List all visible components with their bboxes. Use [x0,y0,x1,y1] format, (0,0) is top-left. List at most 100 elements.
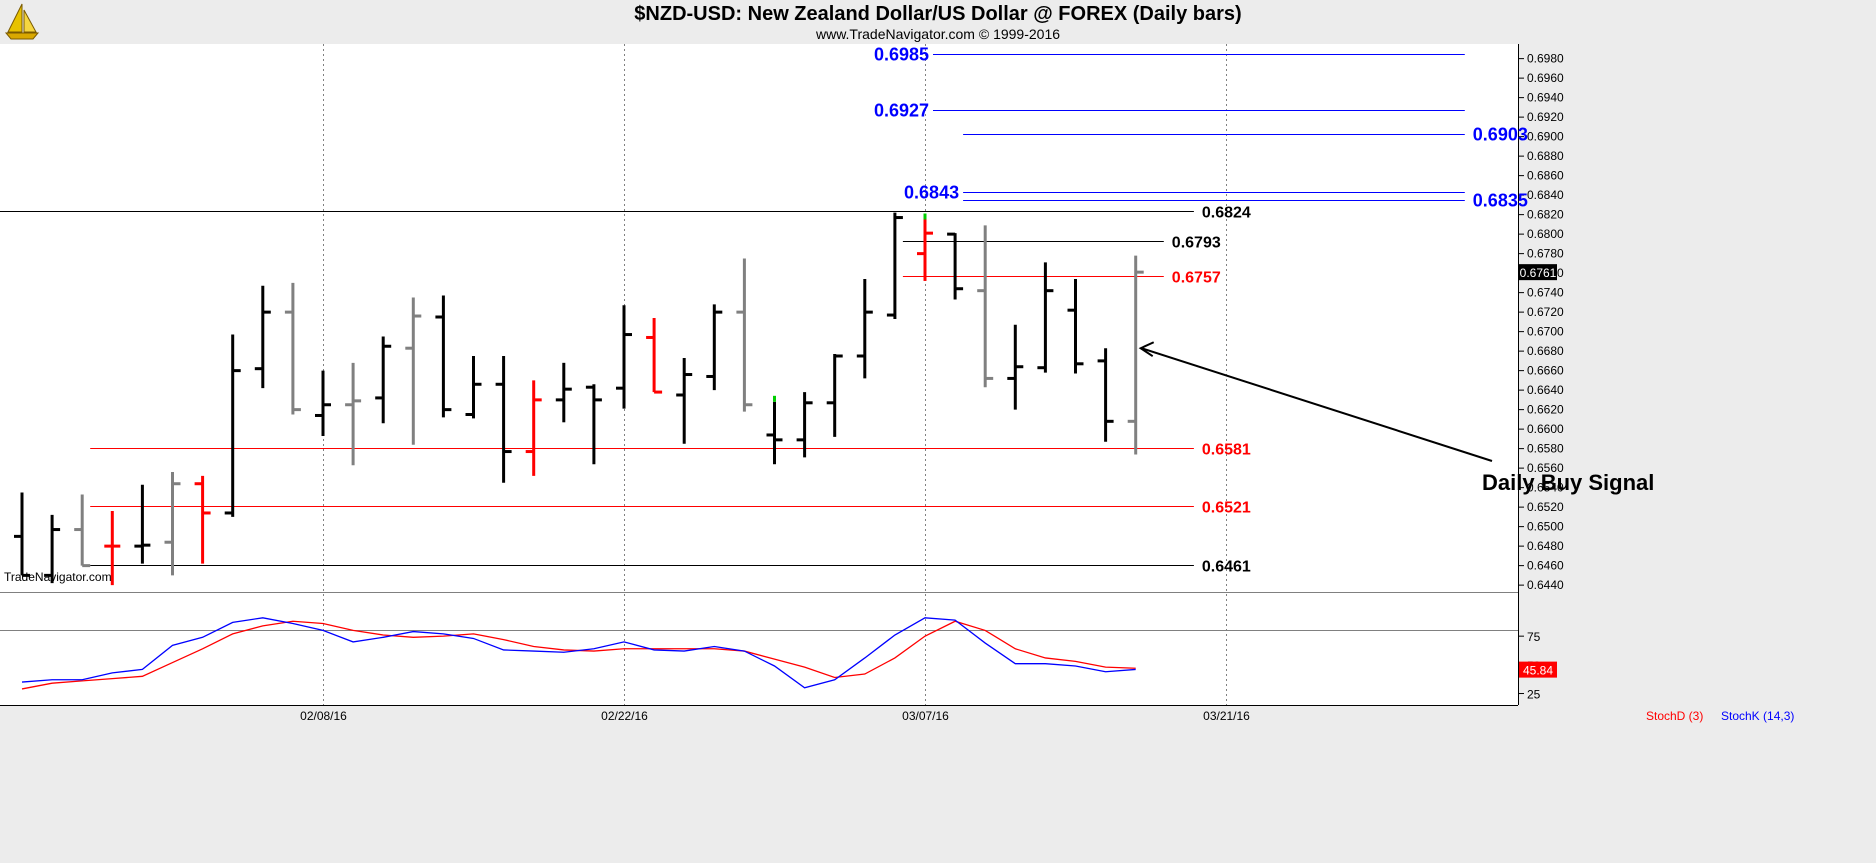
legend-stochk: StochK (14,3) [1721,709,1794,723]
copyright-text: www.TradeNavigator.com © 1999-2016 [815,26,1061,42]
price-tick-label: 0.6640 [1527,383,1564,397]
price-tick-label: 0.6460 [1527,559,1564,573]
ohlc-bar [1127,255,1144,455]
ohlc-bar [134,484,151,564]
ohlc-bar [1097,348,1114,442]
stoch-last-value: 45.84 [1523,664,1553,678]
price-tick-label: 0.6820 [1527,208,1564,222]
price-tick-label: 0.6660 [1527,364,1564,378]
price-tick-label: 0.6960 [1527,71,1564,85]
ohlc-bar [706,304,723,391]
level-label-0.6521: 0.6521 [1202,500,1251,517]
date-tick-label: 02/08/16 [300,709,347,723]
price-tick-label: 0.6920 [1527,110,1564,124]
price-tick-label: 0.6620 [1527,403,1564,417]
ohlc-bar [766,401,783,465]
price-tick-label: 0.6840 [1527,188,1564,202]
price-pane [0,44,1518,590]
ohlc-bar [44,514,61,584]
level-label-0.6757: 0.6757 [1172,270,1221,287]
ohlc-bar [826,354,843,437]
price-tick-label: 0.6580 [1527,442,1564,456]
level-label-0.6843: 0.6843 [904,183,959,203]
ohlc-bar [947,232,964,300]
level-label-0.6903: 0.6903 [1473,125,1528,145]
ohlc-bar [1037,262,1054,373]
price-tick-label: 0.6860 [1527,169,1564,183]
ohlc-bar [224,334,241,517]
last-price-badge [1519,264,1557,281]
level-label-0.6581: 0.6581 [1202,442,1251,459]
date-axis-background [0,705,1518,863]
ohlc-bar [405,297,422,445]
price-tick-label: 0.6680 [1527,344,1564,358]
ohlc-bar [555,362,572,423]
chart-title: $NZD-USD: New Zealand Dollar/US Dollar @… [634,3,1242,25]
price-tick-label: 0.6980 [1527,52,1564,66]
legend-stochd: StochD (3) [1646,709,1703,723]
ohlc-bar [796,392,813,458]
ohlc-bar [977,225,994,388]
level-label-0.6985: 0.6985 [874,45,929,65]
price-tick-label: 0.6540 [1527,481,1564,495]
price-tick-label: 0.6500 [1527,520,1564,534]
price-tick-label: 0.6800 [1527,227,1564,241]
level-label-0.6793: 0.6793 [1172,235,1221,252]
price-tick-label: 0.6700 [1527,325,1564,339]
chart-header: $NZD-USD: New Zealand Dollar/US Dollar @… [0,0,1876,44]
watermark-text: TradeNavigator.com [4,570,112,584]
date-tick-label: 03/07/16 [902,709,949,723]
ohlc-bar [345,362,362,466]
axis-background [1518,44,1876,863]
price-tick-label: 0.6780 [1527,247,1564,261]
ohlc-bar [525,380,542,476]
level-label-0.6824: 0.6824 [1202,205,1251,222]
last-price-value: 0.6761 [1520,266,1557,280]
buy-signal-arrow-line [1141,347,1493,462]
buy-signal-arrow-head [1138,341,1155,358]
ohlc-bar [284,282,301,415]
ohlc-bar [104,511,121,586]
ohlc-bar [254,285,271,389]
stochastic-pane [0,596,1518,705]
ohlc-bar [375,336,392,424]
stoch-last-value-badge [1519,661,1557,678]
level-label-0.6461: 0.6461 [1202,559,1251,576]
ohlc-bar [164,472,181,576]
level-label-0.6835: 0.6835 [1473,191,1528,211]
ohlc-bar [435,295,452,418]
ohlc-bar [646,317,663,394]
ohlc-bar [495,356,512,483]
price-tick-label: 0.6600 [1527,422,1564,436]
price-tick-label: 0.6940 [1527,91,1564,105]
price-tick-label: 0.6440 [1527,578,1564,592]
ohlc-bar [74,494,91,568]
ohlc-bar [856,278,873,379]
ohlc-bar [465,356,482,419]
ohlc-bar [616,305,632,409]
ohlc-bar [676,357,693,444]
ohlc-bar [917,219,933,281]
price-tick-label: 0.6720 [1527,305,1564,319]
ohlc-bar [315,370,331,436]
stoch-line-k [21,617,1136,689]
price-tick-label: 0.6560 [1527,461,1564,475]
price-tick-label: 0.6900 [1527,130,1564,144]
ohlc-bar [194,475,211,564]
ohlc-bar [1007,324,1024,410]
stoch-tick-label: 75 [1527,630,1541,644]
price-tick-label: 0.6880 [1527,149,1564,163]
ohlc-bar [14,492,30,577]
price-tick-label: 0.6740 [1527,286,1564,300]
sailboat-logo-icon [4,3,40,40]
price-tick-label: 0.6520 [1527,500,1564,514]
level-label-0.6927: 0.6927 [874,101,929,121]
date-tick-label: 03/21/16 [1203,709,1250,723]
price-tick-label: 0.6480 [1527,539,1564,553]
date-tick-label: 02/22/16 [601,709,648,723]
buy-signal-label: Daily Buy Signal [1482,470,1654,495]
ohlc-bar [585,384,602,465]
ohlc-bar [736,258,753,412]
stoch-tick-label: 25 [1527,688,1541,702]
